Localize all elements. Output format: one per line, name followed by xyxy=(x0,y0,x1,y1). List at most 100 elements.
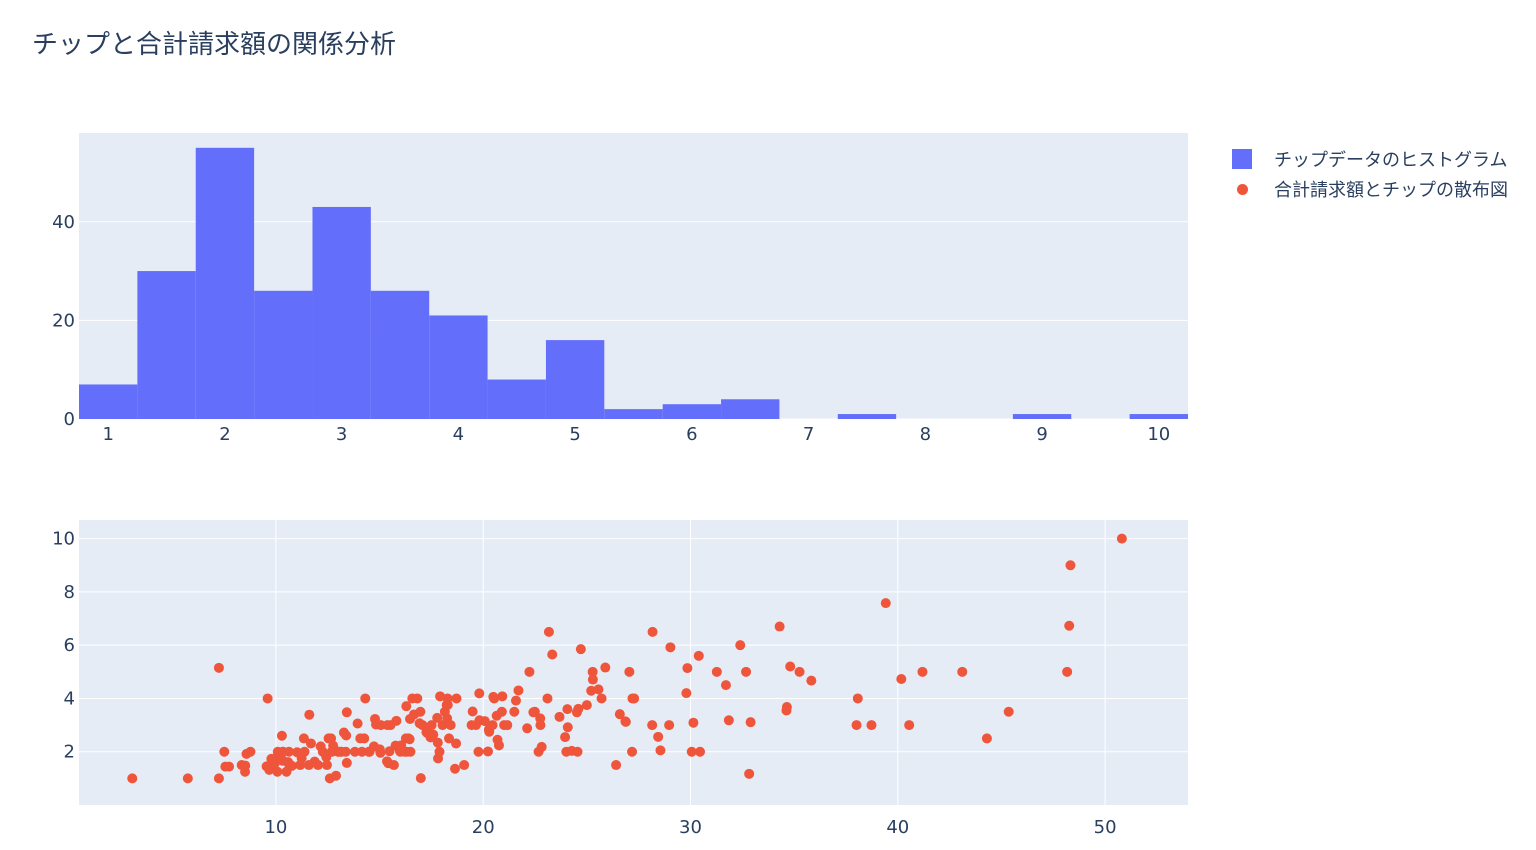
scatter-point xyxy=(917,666,928,677)
scatter-point xyxy=(535,720,546,731)
scatter-y-tick-label: 6 xyxy=(64,635,75,656)
scatter-point xyxy=(524,666,535,677)
scatter-point xyxy=(276,730,287,741)
histogram-x-tick-label: 1 xyxy=(102,424,113,445)
scatter-point xyxy=(904,720,915,731)
histogram-y-tick-label: 20 xyxy=(52,310,75,331)
histogram-bar xyxy=(1012,414,1072,419)
scatter-x-tick-label: 10 xyxy=(264,817,287,838)
histogram-bar xyxy=(1129,414,1188,419)
scatter-y-tick-label: 10 xyxy=(52,529,75,550)
scatter-point xyxy=(720,680,731,691)
scatter-point xyxy=(1003,706,1014,717)
scatter-point xyxy=(404,734,415,745)
scatter-point xyxy=(614,709,625,720)
scatter-point xyxy=(957,666,968,677)
scatter-point xyxy=(331,770,342,781)
scatter-point xyxy=(451,693,462,704)
scatter-point xyxy=(341,707,352,718)
scatter-point xyxy=(428,729,439,740)
scatter-point xyxy=(629,693,640,704)
scatter-point xyxy=(340,746,351,757)
scatter-point xyxy=(442,699,453,710)
scatter-point xyxy=(741,666,752,677)
scatter-point xyxy=(665,642,676,653)
scatter-point xyxy=(451,738,462,749)
scatter-layer: 10 20 30 40 50 2 4 6 8 10 xyxy=(52,520,1188,838)
scatter-point xyxy=(593,684,604,695)
scatter-point xyxy=(573,703,584,714)
scatter-point xyxy=(785,661,796,672)
histogram-y-tick-label: 0 xyxy=(64,409,75,430)
scatter-x-tick-label: 30 xyxy=(679,817,702,838)
histogram-x-tick-label: 6 xyxy=(686,424,697,445)
scatter-point xyxy=(560,732,571,743)
chart-title: チップと合計請求額の関係分析 xyxy=(32,30,397,60)
scatter-point xyxy=(375,747,386,758)
histogram-x-tick-label: 4 xyxy=(453,424,464,445)
scatter-point xyxy=(467,706,478,717)
histogram-swatch-icon xyxy=(1232,149,1252,169)
scatter-point xyxy=(794,666,805,677)
scatter-x-tick-label: 20 xyxy=(472,817,495,838)
scatter-point xyxy=(600,662,611,673)
scatter-point xyxy=(562,704,573,715)
scatter-plot-area xyxy=(79,520,1188,805)
scatter-point xyxy=(360,693,371,704)
scatter-point xyxy=(620,716,631,727)
scatter-point xyxy=(356,746,367,757)
scatter-point xyxy=(321,760,332,771)
scatter-point xyxy=(682,663,693,674)
histogram-bar xyxy=(312,206,371,419)
scatter-point xyxy=(572,746,583,757)
scatter-point xyxy=(434,746,445,757)
histogram-y-tick-label: 40 xyxy=(52,212,75,233)
scatter-point xyxy=(459,760,470,771)
scatter-point xyxy=(587,674,598,685)
scatter-point xyxy=(611,760,622,771)
scatter-point xyxy=(653,731,664,742)
scatter-point xyxy=(391,715,402,726)
scatter-point xyxy=(262,693,273,704)
scatter-point xyxy=(415,773,426,784)
histogram-bar xyxy=(79,384,138,419)
legend-item-histogram[interactable]: チップデータのヒストグラム xyxy=(1232,144,1508,174)
histogram-x-tick-label: 10 xyxy=(1147,424,1170,445)
scatter-point xyxy=(352,718,363,729)
scatter-point xyxy=(493,740,504,751)
scatter-point xyxy=(487,720,498,731)
scatter-point xyxy=(543,626,554,637)
scatter-point xyxy=(711,666,722,677)
histogram-x-tick-label: 7 xyxy=(803,424,814,445)
scatter-point xyxy=(412,693,423,704)
scatter-point xyxy=(981,733,992,744)
scatter-point xyxy=(745,717,756,728)
scatter-dot-icon xyxy=(1237,183,1248,195)
scatter-point xyxy=(624,666,635,677)
histogram-x-tick-label: 5 xyxy=(569,424,580,445)
histogram-bar xyxy=(137,271,196,419)
scatter-point xyxy=(213,662,224,673)
scatter-point xyxy=(219,746,230,757)
scatter-point xyxy=(581,700,592,711)
scatter-point xyxy=(513,685,524,696)
histogram-bar xyxy=(662,404,722,419)
scatter-point xyxy=(313,760,324,771)
scatter-point xyxy=(482,746,493,757)
scatter-y-tick-label: 2 xyxy=(64,742,75,763)
scatter-point xyxy=(474,688,485,699)
scatter-point xyxy=(388,760,399,771)
scatter-point xyxy=(562,722,573,733)
scatter-point xyxy=(686,746,697,757)
scatter-point xyxy=(510,695,521,706)
histogram-x-tick-label: 8 xyxy=(920,424,931,445)
scatter-point xyxy=(445,720,456,731)
scatter-x-tick-label: 40 xyxy=(886,817,909,838)
scatter-point xyxy=(349,746,360,757)
scatter-point xyxy=(341,730,352,741)
scatter-point xyxy=(450,763,461,774)
legend-item-scatter[interactable]: 合計請求額とチップの散布図 xyxy=(1232,174,1508,204)
histogram-bar xyxy=(545,340,605,419)
scatter-point xyxy=(213,773,224,784)
